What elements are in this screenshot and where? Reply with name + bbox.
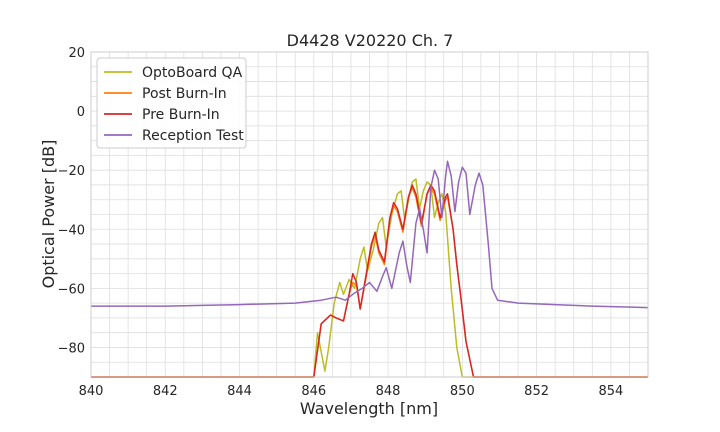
legend-label: Pre Burn-In (142, 107, 220, 123)
series-line (91, 184, 648, 378)
y-tick-label: −40 (58, 223, 85, 238)
x-axis-label: Wavelength [nm] (300, 399, 438, 418)
x-tick-label: 842 (153, 384, 178, 399)
y-axis-label: Optical Power [dB] (39, 140, 58, 289)
y-tick-label: −80 (58, 341, 85, 356)
legend-label: Post Burn-In (142, 86, 227, 102)
x-tick-label: 846 (301, 384, 326, 399)
plot-frame (90, 51, 649, 378)
y-tick-label: 20 (68, 46, 85, 61)
chart-title: D4428 V20220 Ch. 7 (287, 31, 454, 50)
y-tick-label: 0 (77, 105, 85, 120)
y-tick-labels: 20 0 −20 −40 −60 −80 (58, 46, 85, 356)
legend: OptoBoard QA Post Burn-In Pre Burn-In Recep… (96, 57, 247, 149)
x-tick-label: 854 (598, 384, 623, 399)
x-tick-label: 848 (376, 384, 401, 399)
legend-box (96, 57, 247, 149)
y-tick-label: −60 (58, 282, 85, 297)
x-tick-label: 840 (79, 384, 104, 399)
series-layer (91, 160, 649, 378)
x-tick-label: 844 (227, 384, 252, 399)
legend-label: OptoBoard QA (142, 65, 243, 81)
legend-label: Reception Test (142, 128, 244, 144)
x-tick-label: 850 (450, 384, 475, 399)
series-line (91, 160, 649, 309)
y-tick-label: −20 (58, 164, 85, 179)
x-tick-labels: 840 842 844 846 848 850 852 854 (79, 384, 624, 399)
x-tick-label: 852 (524, 384, 549, 399)
